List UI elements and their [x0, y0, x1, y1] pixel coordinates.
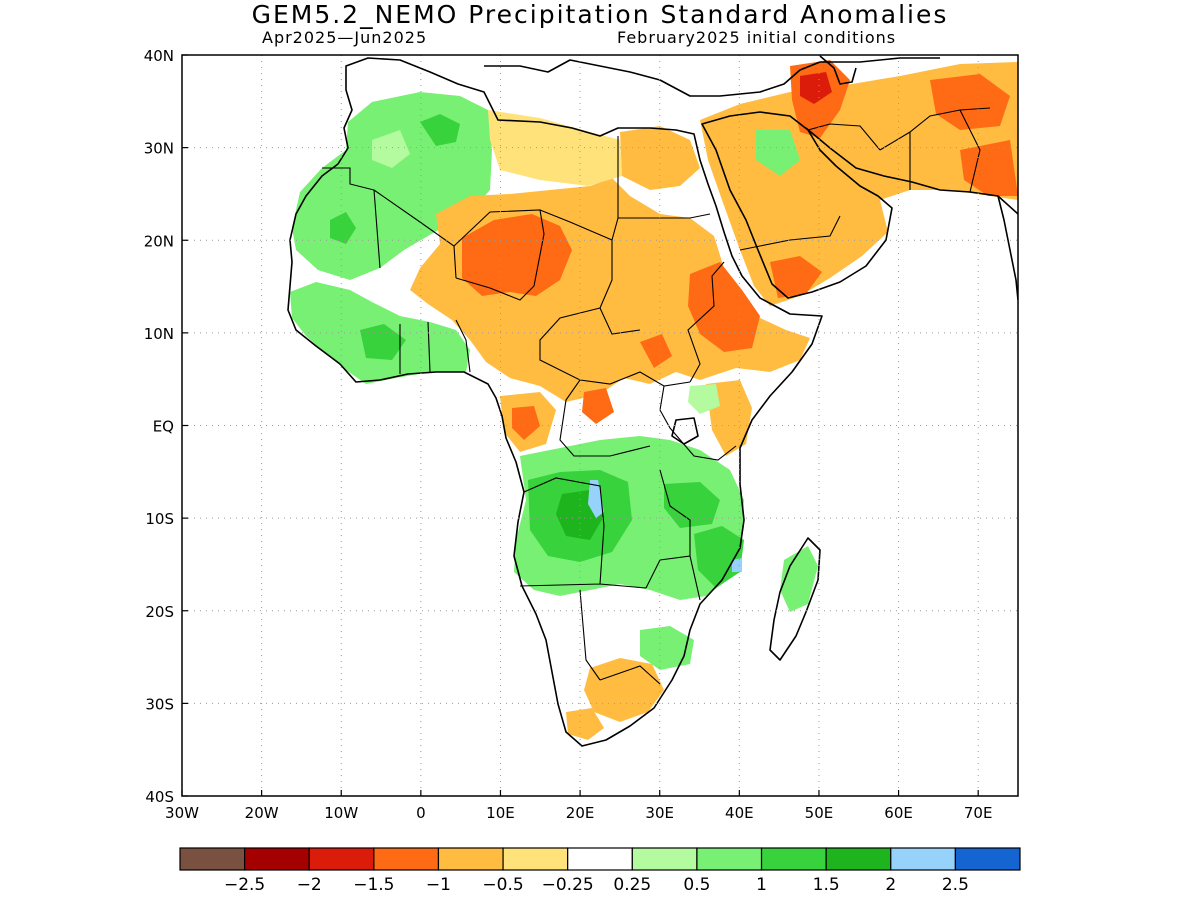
- anomaly-wet-northwest-core: [330, 212, 356, 244]
- anomaly-dry-iran-core: [800, 72, 832, 104]
- legend-label: 0.25: [613, 875, 651, 895]
- lat-tick-label: 30S: [145, 695, 174, 713]
- legend-swatch: [567, 847, 633, 871]
- anomaly-wet-mozambique: [694, 526, 744, 588]
- legend-label: 2: [885, 875, 896, 895]
- anomaly-wet-blue-spot-2: [732, 558, 742, 572]
- lon-tick-label: 40E: [725, 804, 754, 822]
- anomaly-dry-south-africa: [584, 658, 664, 722]
- anomaly-dry-chad-spot: [640, 334, 672, 368]
- legend-label: 1: [756, 875, 767, 895]
- anomaly-wet-kenya-light: [688, 384, 720, 414]
- lat-tick-label: EQ: [153, 418, 174, 436]
- lat-tick-label: 20N: [144, 232, 174, 250]
- anomaly-dry-ethiopia: [688, 262, 760, 352]
- legend-label: −2.5: [224, 875, 265, 895]
- anomaly-wet-maghreb-light: [372, 130, 410, 168]
- legend-swatch: [179, 847, 246, 871]
- legend-swatch: [502, 847, 569, 871]
- legend-swatch: [308, 847, 375, 871]
- legend-swatch: [760, 847, 827, 871]
- africa-coastline: [287, 57, 823, 747]
- color-legend: −2.5 −2 −1.5 −1 −0.5 −0.25 0.25 0.5 1 1.5 2 2.5: [179, 847, 1021, 895]
- anomaly-wet-blue-spot: [588, 480, 604, 518]
- anomaly-dry-arabia: [700, 62, 1018, 306]
- europe-coastline: [484, 57, 940, 97]
- lat-tick-label: 30N: [144, 140, 174, 158]
- grid-lines: [182, 55, 1018, 796]
- period-label: Apr2025—Jun2025: [262, 28, 428, 47]
- initial-conditions-label: February2025 initial conditions: [617, 28, 897, 47]
- lake-victoria: [671, 417, 699, 445]
- anomaly-dry-pakistan: [960, 140, 1018, 196]
- legend-swatch: [244, 847, 310, 871]
- caspian-coastline: [819, 55, 857, 85]
- lon-tick-label: 10W: [324, 804, 358, 822]
- anomaly-wet-madagascar: [780, 546, 818, 612]
- anomaly-dry-congo-spot: [582, 388, 614, 424]
- anomaly-wet-guinea-core: [360, 324, 406, 360]
- anomaly-wet-arabia-south: [756, 130, 800, 176]
- legend-label: 1.5: [813, 875, 840, 895]
- lat-tick-label: 10N: [144, 325, 174, 343]
- anomaly-field: [290, 60, 1018, 740]
- legend-label: −1.5: [353, 875, 394, 895]
- legend-label: −2: [297, 875, 322, 895]
- lat-tick-label: 40S: [145, 788, 174, 806]
- border-lines: [322, 107, 991, 685]
- india-coastline: [997, 195, 1018, 301]
- lon-tick-label: 0: [416, 804, 426, 822]
- legend-swatch: [631, 847, 698, 871]
- legend-label: 0.5: [683, 875, 710, 895]
- anomaly-dry-yemen: [770, 256, 822, 298]
- legend-swatch: [825, 847, 892, 871]
- lon-tick-label: 30W: [165, 804, 199, 822]
- lat-tick-label: 10S: [145, 510, 174, 528]
- legend-swatch: [954, 847, 1021, 871]
- arabia-coastline: [701, 111, 893, 299]
- country-borders: [322, 107, 991, 685]
- madagascar-coastline: [769, 537, 821, 661]
- legend-label: −0.25: [542, 875, 594, 895]
- axis-ticks: [181, 54, 979, 797]
- anomaly-wet-tanzania: [664, 482, 720, 528]
- legend-label: −0.5: [482, 875, 523, 895]
- anomaly-dry-afghan: [930, 74, 1010, 130]
- lon-tick-label: 10E: [486, 804, 515, 822]
- lat-tick-label: 40N: [144, 47, 174, 65]
- anomaly-dry-cape: [566, 708, 604, 740]
- coastlines: [287, 55, 1018, 747]
- lat-tick-label: 20S: [145, 603, 174, 621]
- legend-swatch: [373, 847, 440, 871]
- legend-label: −1: [426, 875, 451, 895]
- legend-swatch: [696, 847, 763, 871]
- legend-swatch: [890, 847, 956, 871]
- lon-tick-label: 60E: [884, 804, 913, 822]
- iran-coastline: [805, 127, 1018, 215]
- figure-title: GEM5.2_NEMO Precipitation Standard Anoma…: [251, 0, 949, 29]
- axis-tick-labels: 30W 20W 10W 0 10E 20E 30E 40E 50E 60E 70E 40N 30N 20N…: [144, 47, 993, 822]
- lon-tick-label: 20E: [566, 804, 595, 822]
- anomaly-wet-maghreb: [420, 114, 460, 146]
- lon-tick-label: 20W: [245, 804, 279, 822]
- lon-tick-label: 30E: [645, 804, 674, 822]
- lon-tick-label: 50E: [805, 804, 834, 822]
- anomaly-wet-southeast: [640, 626, 694, 670]
- anomaly-dry-sahel-orange: [462, 214, 572, 296]
- anomaly-dry-gabon-core: [512, 406, 540, 440]
- legend-label: 2.5: [942, 875, 969, 895]
- lon-tick-label: 70E: [964, 804, 993, 822]
- legend-swatch: [437, 847, 504, 871]
